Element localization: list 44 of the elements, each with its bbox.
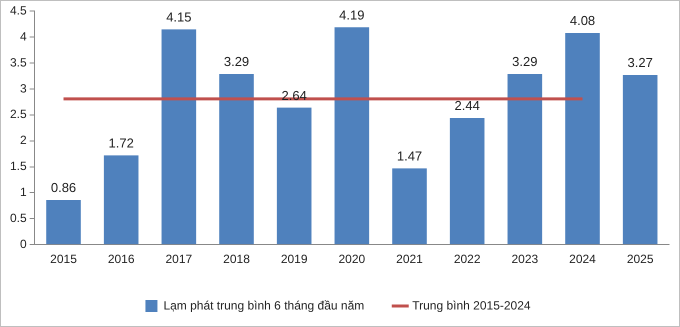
- data-label: 4.08: [570, 13, 596, 28]
- data-label: 0.86: [50, 180, 76, 196]
- x-tick-label: 2015: [50, 252, 78, 266]
- bar: [219, 74, 254, 244]
- bar: [450, 118, 484, 244]
- bar: [162, 29, 196, 244]
- x-tick-label: 2020: [338, 252, 366, 266]
- y-tick-label: 4.5: [10, 4, 27, 18]
- x-tick-label: 2022: [454, 252, 481, 266]
- y-tick-label: 0: [20, 236, 27, 251]
- data-label: 3.29: [224, 54, 250, 70]
- bar: [104, 155, 138, 244]
- y-tick-label: 3.5: [10, 55, 27, 70]
- data-label: 3.29: [512, 54, 538, 70]
- y-tick-label: 1: [20, 185, 27, 200]
- legend-label: Lạm phát trung bình 6 tháng đầu năm: [163, 298, 364, 312]
- x-tick-label: 2025: [626, 252, 654, 266]
- x-tick-label: 2021: [396, 252, 424, 266]
- data-label: 4.19: [339, 7, 364, 22]
- x-tick-label: 2016: [108, 252, 135, 266]
- bar: [276, 108, 312, 244]
- bar: [46, 200, 81, 244]
- x-tick-label: 2023: [511, 252, 539, 266]
- data-label: 1.47: [396, 148, 422, 164]
- x-tick-label: 2018: [223, 252, 250, 266]
- x-tick-label: 2017: [165, 252, 193, 266]
- bar: [565, 32, 600, 244]
- data-label: 2.44: [454, 98, 480, 114]
- bar: [508, 74, 542, 244]
- y-tick-label: 3: [20, 81, 27, 96]
- y-tick-label: 2.5: [10, 107, 27, 122]
- x-tick-label: 2024: [569, 252, 596, 266]
- y-tick-label: 4: [20, 29, 27, 44]
- bar: [622, 74, 658, 244]
- data-label: 4.15: [166, 9, 192, 24]
- data-label: 3.27: [628, 55, 653, 70]
- bar: [334, 27, 370, 244]
- x-tick-label: 2019: [280, 252, 308, 266]
- y-tick-label: 1.5: [10, 159, 27, 174]
- legend-label: Trung bình 2015-2024: [412, 298, 531, 312]
- y-tick-label: 0.5: [10, 210, 27, 225]
- data-label: 1.72: [108, 135, 134, 150]
- bar: [392, 168, 427, 244]
- y-tick-label: 2: [20, 133, 27, 148]
